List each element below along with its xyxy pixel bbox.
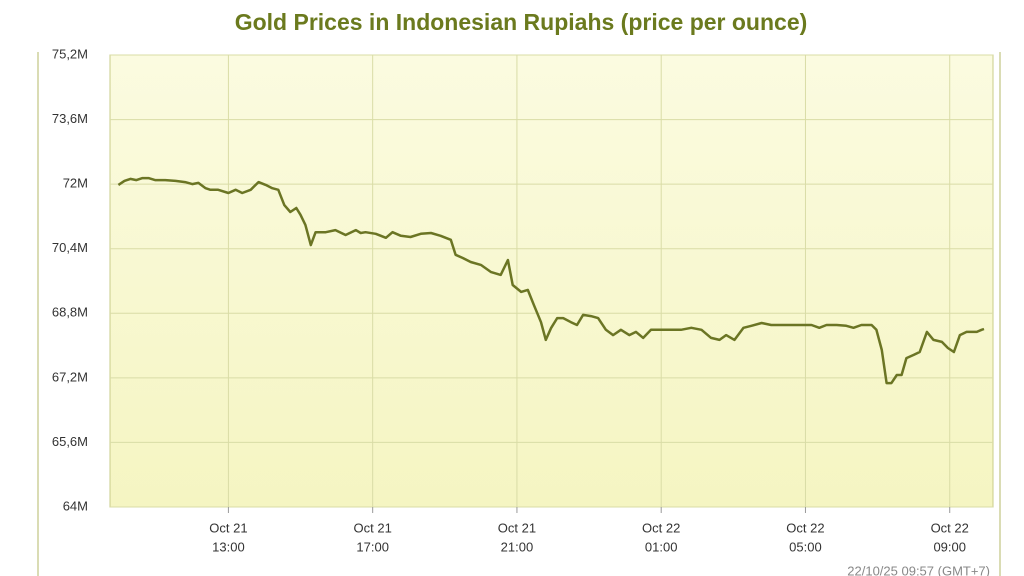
- footnote: 22/10/25 09:57 (GMT+7): [847, 563, 990, 576]
- x-tick-label: 17:00: [356, 539, 389, 554]
- x-tick-label: Oct 22: [786, 520, 824, 535]
- x-tick-label: 05:00: [789, 539, 822, 554]
- plot-area: [109, 54, 994, 508]
- y-tick-label: 68,8M: [52, 305, 88, 320]
- x-tick-label: Oct 21: [354, 520, 392, 535]
- y-tick-label: 72M: [63, 176, 88, 191]
- x-tick-label: Oct 21: [209, 520, 247, 535]
- x-tick-label: 13:00: [212, 539, 245, 554]
- x-tick-label: 21:00: [501, 539, 534, 554]
- x-tick-label: 09:00: [933, 539, 966, 554]
- y-tick-label: 70,4M: [52, 240, 88, 255]
- y-tick-label: 65,6M: [52, 434, 88, 449]
- chart-title: Gold Prices in Indonesian Rupiahs (price…: [235, 9, 808, 35]
- y-tick-label: 75,2M: [52, 46, 88, 61]
- y-tick-label: 64M: [63, 498, 88, 513]
- x-tick-label: Oct 21: [498, 520, 536, 535]
- price-line: [117, 176, 985, 385]
- y-tick-label: 67,2M: [52, 369, 88, 384]
- x-tick-label: Oct 22: [642, 520, 680, 535]
- y-tick-label: 73,6M: [52, 111, 88, 126]
- x-tick-label: 01:00: [645, 539, 678, 554]
- x-tick-label: Oct 22: [931, 520, 969, 535]
